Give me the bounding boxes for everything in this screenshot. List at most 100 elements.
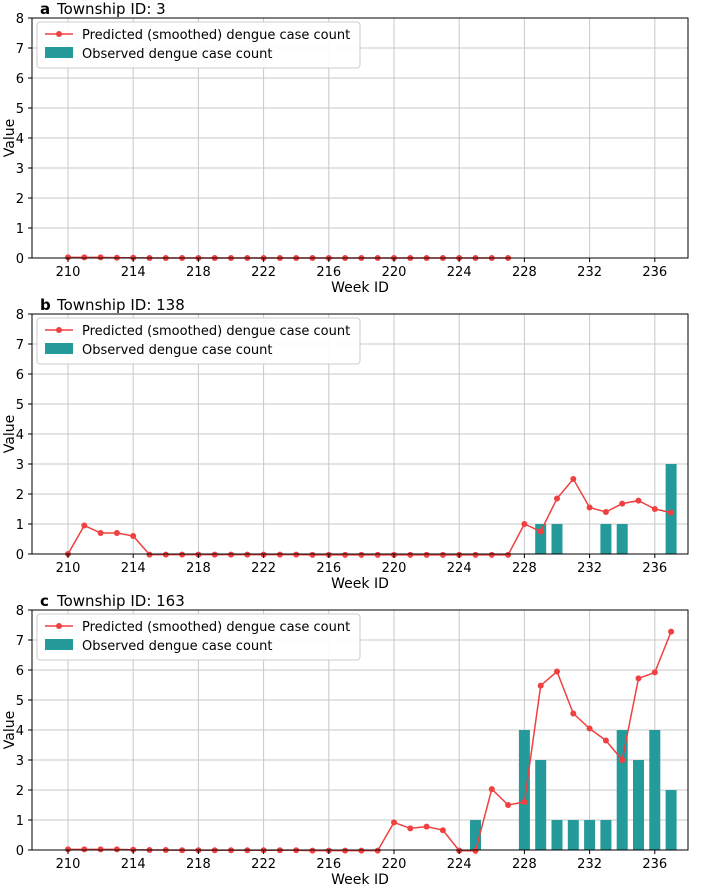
x-tick-label: 220 (382, 561, 407, 576)
y-tick-label: 8 (16, 308, 24, 323)
predicted-line (67, 477, 672, 556)
chart-c: 0 1 2 3 4 5 6 7 8 210 214 218 222 216 220 224 228 232 236 W… (2, 592, 689, 888)
y-tick-label: 0 (16, 548, 24, 563)
predicted-point (537, 682, 544, 689)
y-tick-label: 7 (16, 42, 24, 57)
predicted-point (374, 551, 381, 558)
predicted-point (554, 668, 560, 675)
observed-bar (665, 464, 677, 554)
y-tick-label: 8 (16, 604, 24, 619)
predicted-point (488, 786, 495, 793)
observed-bar (535, 524, 547, 554)
predicted-point (439, 551, 446, 558)
y-tick-label: 3 (16, 458, 24, 473)
predicted-point (570, 476, 577, 482)
y-axis-label: Value (2, 711, 18, 749)
y-tick-label: 3 (16, 754, 24, 769)
predicted-point (423, 551, 430, 558)
predicted-point (97, 530, 104, 536)
observed-bar (600, 820, 612, 850)
legend-label-observed: Observed dengue case count (82, 343, 272, 358)
x-tick-label: 228 (512, 265, 537, 280)
y-tick-label: 2 (16, 488, 24, 503)
x-tick-label: 224 (447, 857, 472, 872)
predicted-point (488, 551, 495, 558)
y-tick-label: 8 (16, 12, 24, 27)
legend-bar-swatch (45, 639, 73, 650)
predicted-point (423, 823, 430, 830)
x-tick-label: 220 (382, 265, 407, 280)
predicted-point (228, 551, 234, 558)
legend-marker (56, 31, 62, 37)
x-tick-label: 216 (316, 265, 341, 280)
predicted-point (113, 530, 120, 536)
observed-bar (470, 820, 481, 850)
panel-b: 0 1 2 3 4 5 6 7 8 210 214 218 222 216 220 224 228 232 236 W… (0, 296, 708, 592)
predicted-point (130, 533, 137, 539)
y-tick-label: 7 (16, 338, 24, 353)
legend-label-predicted: Predicted (smoothed) dengue case count (82, 324, 350, 339)
y-tick-label: 4 (16, 428, 24, 443)
x-tick-label: 224 (447, 561, 472, 576)
x-axis-label: Week ID (331, 576, 389, 592)
y-tick-label: 4 (16, 132, 24, 147)
predicted-point (619, 500, 626, 507)
predicted-point (635, 675, 642, 682)
predicted-point (570, 710, 577, 717)
x-tick-label: 214 (121, 265, 146, 280)
legend-label-predicted: Predicted (smoothed) dengue case count (82, 28, 350, 43)
y-tick-label: 0 (16, 844, 24, 859)
x-axis-label: Week ID (331, 280, 389, 296)
predicted-point (602, 509, 609, 515)
observed-bar (584, 820, 596, 850)
panel-title: Township ID: 138 (56, 296, 185, 314)
x-tick-label: 218 (186, 561, 211, 576)
observed-bar (518, 730, 530, 850)
y-tick-label: 1 (16, 518, 24, 533)
predicted-point (113, 846, 120, 853)
y-tick-label: 4 (16, 724, 24, 739)
panel-c: 0 1 2 3 4 5 6 7 8 210 214 218 222 216 220 224 228 232 236 W… (0, 592, 708, 888)
x-tick-label: 210 (56, 265, 81, 280)
predicted-point (179, 551, 186, 558)
y-tick-label: 2 (16, 192, 24, 207)
observed-bar (567, 820, 579, 850)
predicted-point (668, 509, 675, 516)
x-tick-label: 222 (251, 561, 276, 576)
observed-bar (616, 730, 628, 850)
predicted-point (244, 551, 251, 558)
x-tick-label: 236 (642, 265, 667, 280)
chart-a: 0 1 2 3 4 5 6 7 8 210 214 218 222 216 220 224 228 232 236 W… (2, 0, 689, 296)
legend-box (36, 317, 361, 365)
x-tick-label: 228 (512, 857, 537, 872)
y-tick-label: 5 (16, 694, 24, 709)
predicted-point (162, 551, 169, 558)
panel-a: 0 1 2 3 4 5 6 7 8 210 214 218 222 216 220 224 228 232 236 W… (0, 0, 708, 296)
predicted-point (651, 669, 658, 676)
x-tick-label: 236 (642, 561, 667, 576)
observed-bar (551, 820, 563, 850)
legend-bar-swatch (45, 343, 73, 354)
x-tick-label: 236 (642, 857, 667, 872)
predicted-point (342, 847, 349, 854)
y-tick-label: 0 (16, 252, 24, 267)
x-tick-label: 210 (56, 857, 81, 872)
legend: Predicted (smoothed) dengue case count Ob… (36, 21, 361, 69)
predicted-point (407, 825, 414, 832)
predicted-point (146, 551, 153, 558)
observed-bar (649, 730, 661, 850)
predicted-point (521, 799, 528, 805)
panel-letter: b (40, 296, 51, 314)
panel-title: Township ID: 163 (56, 592, 185, 610)
predicted-point (97, 846, 104, 853)
predicted-point (472, 847, 479, 854)
predicted-point (668, 628, 675, 635)
predicted-line (68, 631, 672, 852)
predicted-point (521, 521, 528, 527)
x-tick-label: 210 (56, 561, 81, 576)
predicted-point (309, 551, 316, 558)
predicted-point (309, 847, 316, 854)
predicted-point (586, 504, 593, 511)
y-tick-label: 7 (16, 634, 24, 649)
y-tick-label: 1 (16, 222, 24, 237)
